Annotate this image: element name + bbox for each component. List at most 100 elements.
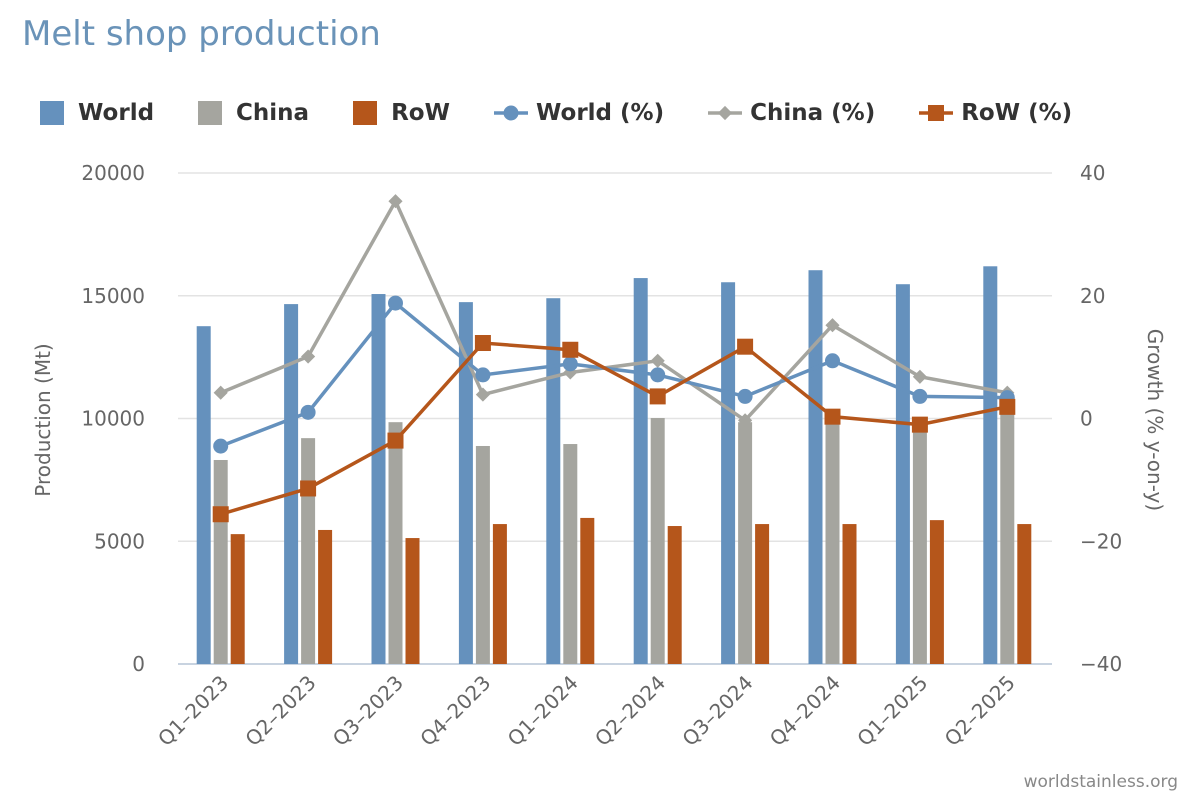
point-marker — [825, 353, 840, 369]
legend-item-world[interactable]: World — [40, 100, 154, 126]
x-tick-label: Q2–2024 — [590, 671, 670, 751]
legend-label: China (%) — [750, 100, 876, 126]
x-tick-label: Q4–2024 — [765, 671, 845, 751]
bar-world — [895, 284, 910, 664]
y2-tick-label: −40 — [1080, 652, 1122, 676]
bar-china — [825, 423, 840, 664]
point-marker — [562, 341, 579, 358]
bar-world — [196, 326, 211, 664]
point-marker — [738, 413, 753, 428]
x-tick-label: Q2–2023 — [240, 671, 320, 751]
point-marker — [649, 388, 666, 405]
legend-item-china[interactable]: China — [198, 100, 309, 126]
legend-label: China — [236, 100, 310, 126]
point-marker — [475, 367, 491, 383]
legend: World China RoW World (%) China (%) RoW (%) — [40, 100, 1116, 126]
bar-row — [230, 534, 245, 664]
bar-row — [318, 529, 333, 664]
point-marker — [737, 338, 754, 355]
point-marker — [388, 295, 403, 311]
point-marker — [475, 387, 490, 402]
point-marker — [912, 369, 927, 384]
legend-label: World — [78, 100, 155, 126]
x-tick-label: Q3–2023 — [328, 671, 408, 751]
bar-world — [458, 302, 473, 664]
y-tick-label: 15000 — [81, 284, 145, 308]
legend-item-row-pct[interactable]: RoW (%) — [919, 100, 1072, 126]
bar-china — [213, 459, 228, 664]
point-marker — [737, 388, 753, 404]
bar-china — [301, 438, 316, 664]
point-marker — [999, 398, 1016, 415]
y-tick-label: 10000 — [81, 407, 145, 431]
y2-tick-label: 20 — [1080, 284, 1105, 308]
y-tick-label: 20000 — [81, 161, 145, 185]
point-marker — [650, 353, 665, 368]
y2-tick-label: 40 — [1080, 161, 1105, 185]
point-marker — [213, 438, 229, 454]
legend-item-world-pct[interactable]: World (%) — [493, 100, 665, 126]
credit-watermark: worldstainless.org — [1023, 772, 1178, 792]
y2-tick-label: −20 — [1080, 529, 1122, 553]
y2-axis-label: Growth (% y-on-y) — [1143, 329, 1167, 511]
point-marker — [300, 480, 317, 497]
x-tick-label: Q1–2024 — [503, 671, 583, 751]
bar-china — [650, 418, 665, 664]
chart-title: Melt shop production — [22, 14, 381, 54]
bar-world — [546, 298, 561, 664]
point-marker — [474, 335, 491, 352]
legend-swatch — [198, 101, 223, 125]
legend-label: RoW (%) — [961, 100, 1073, 126]
x-tick-label: Q2–2025 — [940, 671, 1020, 751]
x-tick-label: Q4–2023 — [415, 671, 495, 751]
bar-row — [755, 524, 770, 664]
point-marker — [825, 318, 840, 333]
bar-world — [371, 294, 386, 664]
bar-row — [492, 524, 507, 664]
point-marker — [212, 506, 229, 523]
point-marker — [824, 408, 841, 425]
bar-row — [929, 520, 944, 664]
legend-item-row[interactable]: RoW — [353, 100, 450, 126]
bar-china — [475, 445, 490, 664]
bar-world — [808, 270, 823, 664]
bar-world — [721, 282, 736, 664]
bar-row — [842, 524, 857, 664]
bar-china — [738, 422, 753, 664]
legend-swatch — [40, 101, 64, 125]
bar-row — [1017, 524, 1032, 664]
bar-world — [284, 304, 299, 664]
bar-china — [388, 422, 403, 664]
bar-china — [563, 444, 578, 664]
bar-row — [580, 517, 595, 664]
x-tick-label: Q3–2024 — [677, 671, 757, 751]
y-tick-label: 5000 — [94, 529, 145, 553]
point-marker — [213, 385, 228, 400]
point-marker — [388, 194, 403, 209]
bar-world — [633, 278, 648, 664]
bar-row — [405, 538, 420, 664]
legend-label: World (%) — [535, 100, 665, 126]
x-tick-label: Q1–2025 — [852, 671, 932, 751]
point-marker — [912, 388, 928, 404]
point-marker — [301, 349, 316, 364]
line-china — [220, 197, 1008, 423]
point-marker — [300, 404, 316, 420]
legend-circle-icon — [493, 105, 528, 121]
legend-square-icon — [919, 105, 954, 121]
line-row — [220, 341, 1008, 516]
legend-diamond-icon — [708, 105, 743, 121]
legend-label: RoW — [391, 100, 450, 126]
y-tick-label: 0 — [132, 652, 145, 676]
point-marker — [650, 367, 666, 383]
y2-tick-label: 0 — [1080, 407, 1093, 431]
point-marker — [562, 356, 578, 372]
legend-item-china-pct[interactable]: China (%) — [708, 100, 875, 126]
y-axis-label: Production (Mt) — [31, 343, 55, 496]
bar-world — [983, 266, 998, 664]
x-tick-label: Q1–2023 — [153, 671, 233, 751]
point-marker — [911, 416, 928, 433]
bar-row — [667, 526, 682, 664]
point-marker — [387, 432, 404, 449]
line-world — [220, 300, 1008, 448]
